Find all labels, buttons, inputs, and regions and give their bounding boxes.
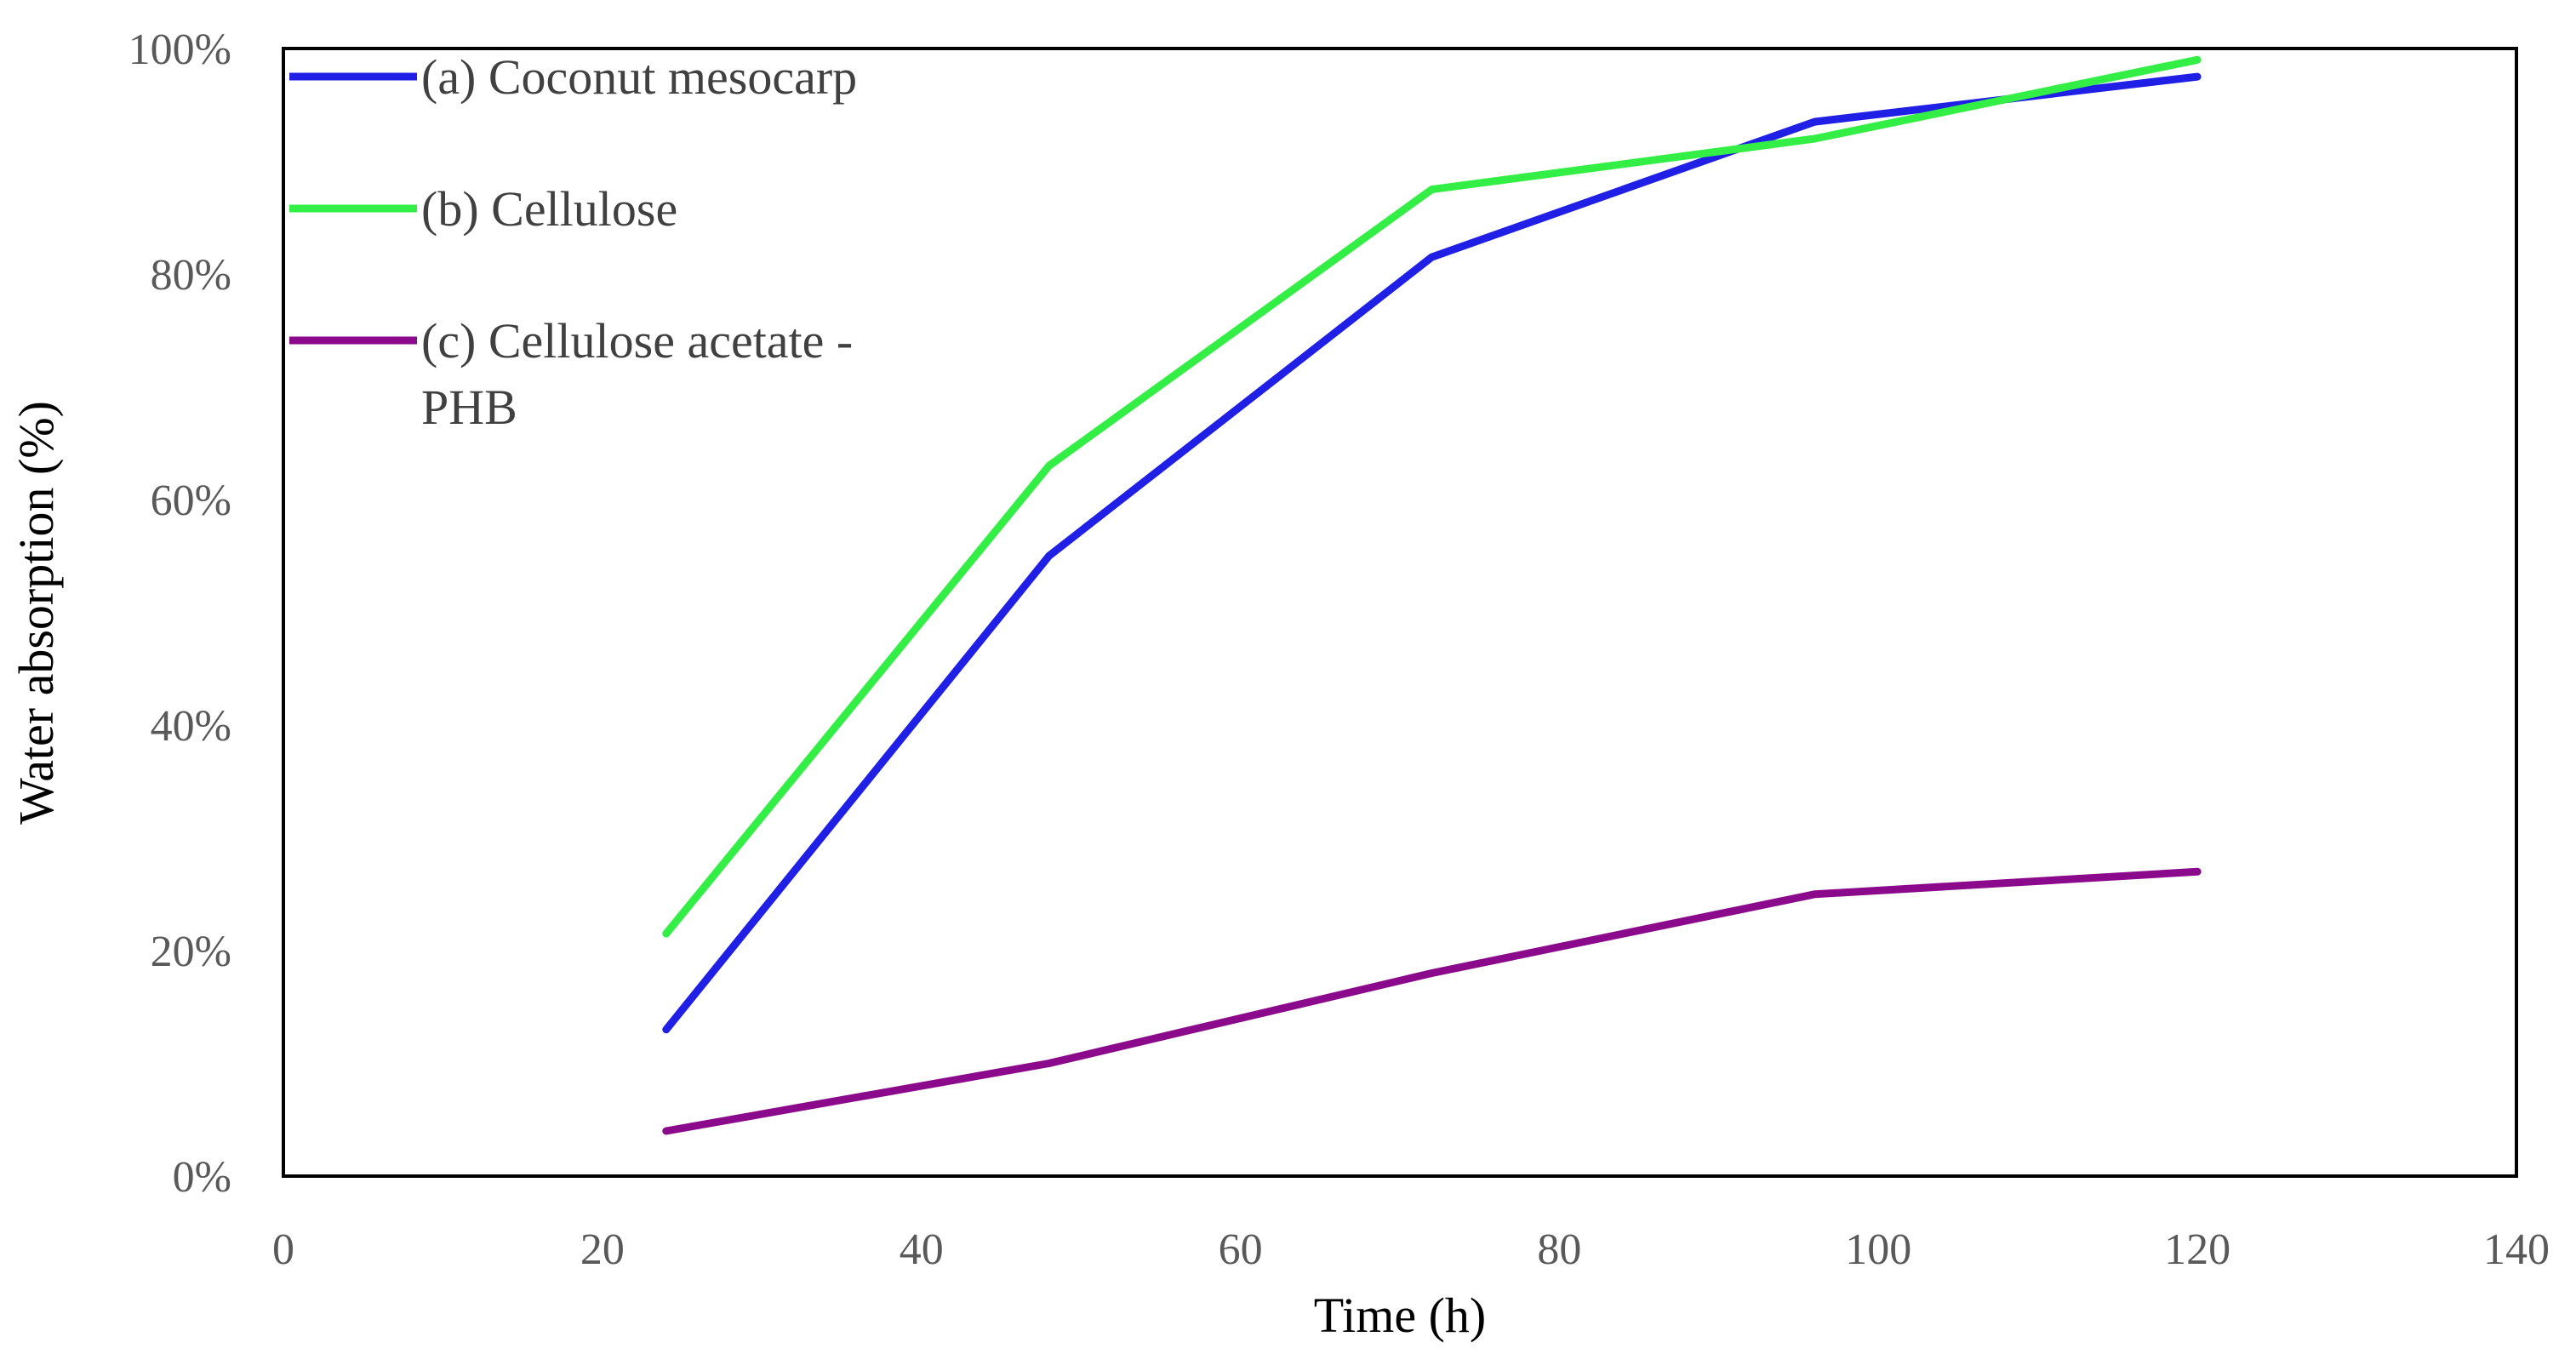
y-tick-label: 40% <box>151 702 231 751</box>
x-tick-label: 100 <box>1845 1225 1911 1274</box>
x-tick-label: 120 <box>2164 1225 2230 1274</box>
y-tick-label: 100% <box>129 26 231 74</box>
legend-label: (b) Cellulose <box>421 181 677 237</box>
series-line-3 <box>662 867 2202 1135</box>
x-tick-label: 140 <box>2483 1225 2550 1274</box>
series-lines <box>662 55 2202 1135</box>
legend-label: PHB <box>421 380 517 435</box>
x-tick-label: 80 <box>1537 1225 1581 1274</box>
legend-label: (a) Coconut mesocarp <box>421 49 857 105</box>
x-tick-label: 40 <box>900 1225 944 1274</box>
legend-label: (c) Cellulose acetate - <box>421 313 853 368</box>
series-line-2 <box>662 55 2202 938</box>
legend: (a) Coconut mesocarp (b) Cellulose (c) Cel… <box>289 49 857 435</box>
x-tick-label: 20 <box>580 1225 625 1274</box>
x-axis-title: Time (h) <box>1314 1288 1487 1343</box>
plot-frame <box>282 47 2518 1178</box>
y-tick-label: 60% <box>151 477 231 525</box>
y-axis-title: Water absorption (%) <box>9 401 64 825</box>
y-tick-label: 80% <box>151 251 231 300</box>
y-tick-label: 20% <box>151 928 231 976</box>
y-tick-label: 0% <box>173 1153 231 1202</box>
x-tick-labels: 0 20 40 60 80 100 120 140 <box>272 1225 2550 1274</box>
x-tick-label: 0 <box>272 1225 294 1274</box>
series-line-1 <box>662 72 2202 1034</box>
x-tick-label: 60 <box>1219 1225 1263 1274</box>
y-tick-labels: 0% 20% 40% 60% 80% 100% <box>129 26 231 1202</box>
